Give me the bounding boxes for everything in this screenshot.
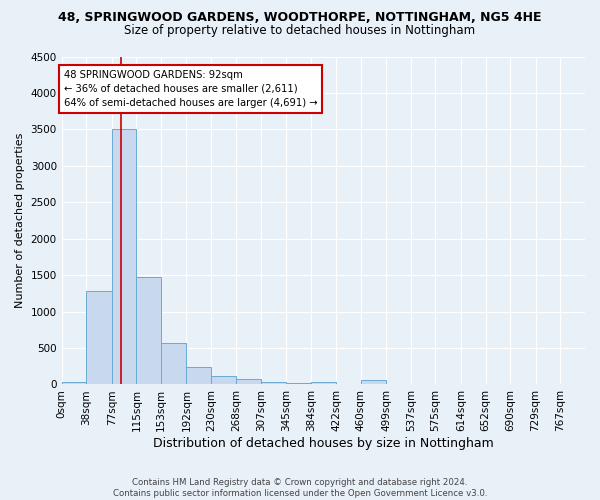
Bar	[311, 382, 336, 384]
Bar	[62, 382, 86, 384]
Text: Size of property relative to detached houses in Nottingham: Size of property relative to detached ho…	[124, 24, 476, 37]
Text: Contains HM Land Registry data © Crown copyright and database right 2024.
Contai: Contains HM Land Registry data © Crown c…	[113, 478, 487, 498]
Text: 48, SPRINGWOOD GARDENS, WOODTHORPE, NOTTINGHAM, NG5 4HE: 48, SPRINGWOOD GARDENS, WOODTHORPE, NOTT…	[58, 11, 542, 24]
Bar	[187, 367, 211, 384]
Bar	[136, 276, 161, 384]
Bar	[261, 382, 286, 384]
Y-axis label: Number of detached properties: Number of detached properties	[15, 133, 25, 308]
Bar	[286, 382, 311, 384]
Bar	[236, 378, 261, 384]
Bar	[161, 343, 187, 384]
Bar	[86, 291, 112, 384]
X-axis label: Distribution of detached houses by size in Nottingham: Distribution of detached houses by size …	[153, 437, 494, 450]
Bar	[211, 376, 236, 384]
Bar	[112, 130, 136, 384]
Bar	[361, 380, 386, 384]
Text: 48 SPRINGWOOD GARDENS: 92sqm
← 36% of detached houses are smaller (2,611)
64% of: 48 SPRINGWOOD GARDENS: 92sqm ← 36% of de…	[64, 70, 317, 108]
